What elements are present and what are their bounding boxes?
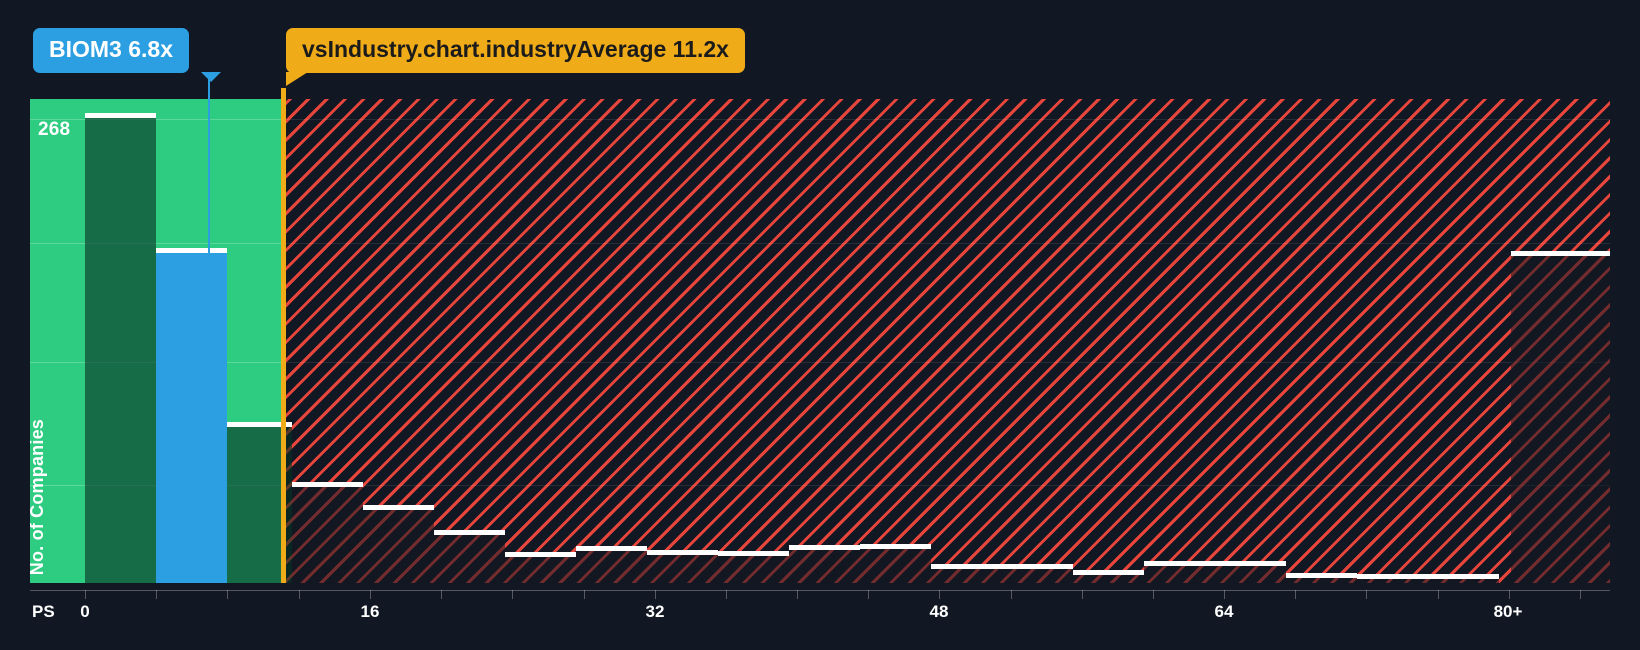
- table-row[interactable]: [1511, 251, 1610, 583]
- x-axis-tick: [85, 590, 86, 599]
- x-axis-tick: [1011, 590, 1012, 599]
- x-axis-tick: [1224, 590, 1225, 599]
- bar-cap: [1428, 574, 1499, 579]
- x-axis-tick: [1082, 590, 1083, 599]
- x-axis-tick: [1153, 590, 1154, 599]
- x-axis-tick-label: 48: [929, 602, 949, 621]
- bar-cap: [434, 530, 505, 535]
- x-axis-tick: [370, 590, 371, 599]
- table-row[interactable]: [1002, 564, 1073, 583]
- table-row[interactable]: [576, 546, 647, 583]
- gridline: [30, 243, 284, 244]
- bar-cap: [1357, 574, 1428, 579]
- bar-cap: [227, 422, 292, 427]
- table-row[interactable]: [789, 545, 860, 583]
- bar-cap: [576, 546, 647, 551]
- table-row[interactable]: [505, 552, 576, 583]
- x-axis-tick: [797, 590, 798, 599]
- x-axis-tick: [726, 590, 727, 599]
- x-axis-tick-label: 16: [360, 602, 380, 621]
- x-axis-tick: [512, 590, 513, 599]
- bar-cap: [1073, 570, 1144, 575]
- bar-cap: [363, 505, 434, 510]
- x-axis-tick-label: 80+: [1493, 602, 1523, 621]
- bar-cap: [85, 113, 156, 118]
- bar-cap: [860, 544, 931, 549]
- x-axis-unit-label: PS: [32, 602, 55, 621]
- callout-tail: [286, 72, 308, 87]
- company-marker-line: [208, 76, 210, 583]
- bar-cap: [1215, 561, 1286, 566]
- gridline: [30, 362, 1610, 363]
- bar-cap: [789, 545, 860, 550]
- x-axis-tick: [299, 590, 300, 599]
- table-row[interactable]: [931, 564, 1002, 583]
- callout-tail: [201, 72, 221, 83]
- table-row[interactable]: [156, 248, 227, 583]
- table-row[interactable]: [1357, 574, 1428, 583]
- bar-cap: [931, 564, 1002, 569]
- gridline: [30, 119, 1610, 120]
- overvalued-region: [284, 99, 1610, 583]
- industry-average-callout[interactable]: vsIndustry.chart.industryAverage 11.2x: [286, 28, 745, 87]
- table-row[interactable]: [1286, 573, 1357, 583]
- x-axis-tick: [441, 590, 442, 599]
- table-row[interactable]: [85, 113, 156, 583]
- x-axis-tick-label: 64: [1214, 602, 1234, 621]
- table-row[interactable]: [292, 482, 363, 583]
- plot-area: 268 No. of Companies: [30, 99, 1610, 583]
- x-axis-tick: [1509, 590, 1510, 599]
- bar-cap: [505, 552, 576, 557]
- bar-cap: [718, 551, 789, 556]
- x-axis-tick: [868, 590, 869, 599]
- y-axis-title: No. of Companies: [30, 418, 47, 575]
- industry-callout-label: vsIndustry.chart.industryAverage 11.2x: [302, 36, 729, 62]
- bar-cap: [292, 482, 363, 487]
- table-row[interactable]: [860, 544, 931, 583]
- x-axis-tick: [1366, 590, 1367, 599]
- x-axis-tick-label: 0: [80, 602, 90, 621]
- x-axis-tick: [584, 590, 585, 599]
- x-axis-tick: [939, 590, 940, 599]
- x-axis-tick: [227, 590, 228, 599]
- gridline: [30, 243, 1610, 244]
- table-row[interactable]: [1215, 561, 1286, 583]
- x-axis-tick: [156, 590, 157, 599]
- gridline: [30, 119, 284, 120]
- industry-average-marker-line: [281, 88, 286, 583]
- x-axis-tick: [1438, 590, 1439, 599]
- bar-cap: [156, 248, 227, 253]
- table-row[interactable]: [363, 505, 434, 583]
- company-callout[interactable]: BIOM3 6.8x: [33, 28, 221, 83]
- bar-cap: [647, 550, 718, 555]
- x-axis-tick: [655, 590, 656, 599]
- x-axis-line: [30, 590, 1610, 591]
- bar-cap: [1002, 564, 1073, 569]
- table-row[interactable]: [1428, 574, 1499, 583]
- bar-cap: [1511, 251, 1610, 256]
- bar-cap: [1144, 561, 1215, 566]
- company-callout-label: BIOM3 6.8x: [49, 36, 173, 62]
- x-axis-tick-label: 32: [645, 602, 665, 621]
- table-row[interactable]: [1144, 561, 1215, 583]
- table-row[interactable]: [647, 550, 718, 583]
- x-axis-tick: [1295, 590, 1296, 599]
- table-row[interactable]: [718, 551, 789, 583]
- bar-cap: [1286, 573, 1357, 578]
- x-axis-tick: [1580, 590, 1581, 599]
- table-row[interactable]: [434, 530, 505, 583]
- table-row[interactable]: [1073, 570, 1144, 583]
- max-value-label: 268: [38, 119, 71, 140]
- gridline: [30, 485, 1610, 486]
